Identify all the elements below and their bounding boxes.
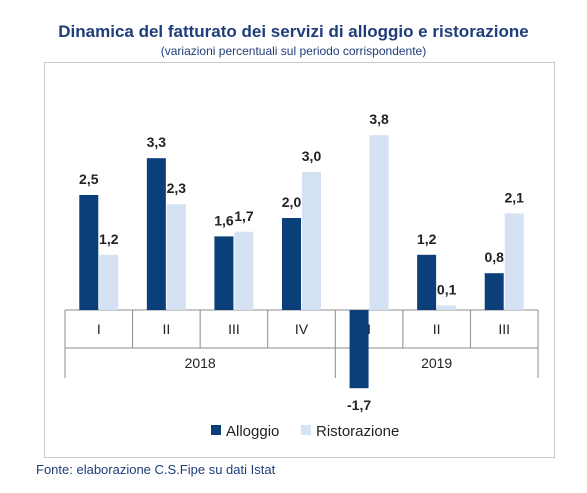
category-tick-label: I: [97, 321, 101, 337]
chart-title: Dinamica del fatturato dei servizi di al…: [58, 22, 529, 41]
bar-alloggio: [214, 236, 234, 310]
bar-alloggio: [484, 273, 504, 310]
source-note: Fonte: elaborazione C.S.Fipe su dati Ist…: [36, 462, 276, 477]
legend: Alloggio Ristorazione: [211, 423, 399, 440]
data-label: 1,2: [417, 231, 437, 247]
bars-layer: [79, 135, 524, 389]
legend-label: Ristorazione: [316, 423, 399, 440]
data-label: 3,0: [302, 148, 322, 164]
data-label: 2,1: [504, 189, 524, 205]
chart-frame: [44, 62, 555, 458]
labels-layer: 2,5 3,3 1,6 2,0 -1,7 1,2 0,8 1,2 2,3 1,7 3,0 3,8 0,1…: [79, 111, 524, 413]
data-label: 2,3: [167, 180, 187, 196]
data-label: 3,8: [369, 111, 389, 127]
bar-alloggio: [282, 218, 301, 310]
data-label: 3,3: [147, 134, 167, 150]
group-tick-label: 2018: [185, 355, 216, 371]
bar-ristorazione: [234, 231, 254, 310]
data-label: 1,6: [214, 212, 234, 228]
data-label: 0,1: [437, 281, 457, 297]
category-tick-label: IV: [295, 321, 309, 337]
bar-ristorazione: [437, 305, 457, 310]
bar-ristorazione: [504, 213, 524, 310]
chart-subtitle: (variazioni percentuali sul periodo corr…: [160, 44, 427, 58]
group-tick-label: 2019: [421, 355, 452, 371]
bar-alloggio: [349, 310, 369, 389]
bar-ristorazione: [302, 172, 321, 310]
data-label: 2,5: [79, 171, 99, 187]
category-tick-label: III: [228, 321, 240, 337]
category-tick-label: II: [162, 321, 170, 337]
category-tick-label: I: [367, 321, 371, 337]
data-label: 1,7: [234, 208, 254, 224]
category-tick-label: II: [433, 321, 441, 337]
data-label: 0,8: [484, 249, 504, 265]
bar-ristorazione: [369, 135, 389, 310]
legend-swatch: [211, 425, 221, 435]
data-label: -1,7: [347, 397, 371, 413]
bar-alloggio: [417, 254, 437, 310]
category-tick-label: III: [498, 321, 510, 337]
bar-ristorazione: [166, 204, 186, 310]
bar-ristorazione: [99, 254, 119, 310]
bar-alloggio: [79, 195, 99, 310]
legend-swatch: [301, 425, 311, 435]
data-label: 1,2: [99, 231, 119, 247]
legend-label: Alloggio: [226, 423, 279, 440]
data-label: 2,0: [282, 194, 302, 210]
bar-alloggio: [146, 158, 166, 310]
